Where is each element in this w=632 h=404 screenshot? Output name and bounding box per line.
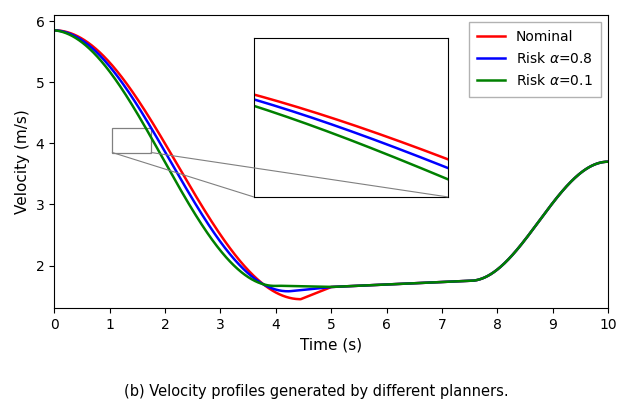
Risk $\alpha$=0.1 (432, 280, 439, 285)
Risk $\alpha$=0.8 (51, 28, 58, 33)
Risk $\alpha$=0.1 (274, 283, 282, 288)
Nominal (483, 274, 490, 279)
Risk $\alpha$=0.1 (51, 28, 58, 33)
Y-axis label: Velocity (m/s): Velocity (m/s) (15, 109, 30, 214)
Risk $\alpha$=0.8 (274, 288, 282, 292)
Line: Risk $\alpha$=0.1: Risk $\alpha$=0.1 (54, 30, 608, 287)
Nominal (107, 61, 114, 66)
Risk $\alpha$=0.8 (107, 65, 114, 70)
Line: Risk $\alpha$=0.8: Risk $\alpha$=0.8 (54, 30, 608, 291)
Risk $\alpha$=0.1 (493, 267, 501, 272)
Nominal (51, 28, 58, 33)
Risk $\alpha$=0.8 (493, 267, 501, 272)
Legend: Nominal, Risk $\alpha$=0.8, Risk $\alpha$=0.1: Nominal, Risk $\alpha$=0.8, Risk $\alpha… (469, 22, 601, 97)
Risk $\alpha$=0.8 (483, 274, 490, 279)
Nominal (296, 297, 304, 302)
X-axis label: Time (s): Time (s) (300, 338, 362, 353)
Risk $\alpha$=0.1 (107, 71, 114, 76)
Risk $\alpha$=0.1 (295, 284, 302, 288)
Risk $\alpha$=0.1 (483, 274, 490, 279)
Bar (112, 128, 151, 153)
Nominal (604, 159, 612, 164)
Text: (b) Velocity profiles generated by different planners.: (b) Velocity profiles generated by diffe… (124, 384, 508, 399)
Nominal (493, 267, 501, 272)
Risk $\alpha$=0.8 (295, 288, 303, 293)
Risk $\alpha$=0.8 (604, 159, 612, 164)
Risk $\alpha$=0.1 (604, 159, 612, 164)
Risk $\alpha$=0.8 (432, 280, 439, 285)
Nominal (295, 297, 302, 301)
Nominal (274, 291, 282, 296)
Risk $\alpha$=0.1 (327, 284, 335, 289)
Risk $\alpha$=0.8 (284, 289, 292, 294)
Nominal (432, 280, 439, 285)
Line: Nominal: Nominal (54, 30, 608, 299)
